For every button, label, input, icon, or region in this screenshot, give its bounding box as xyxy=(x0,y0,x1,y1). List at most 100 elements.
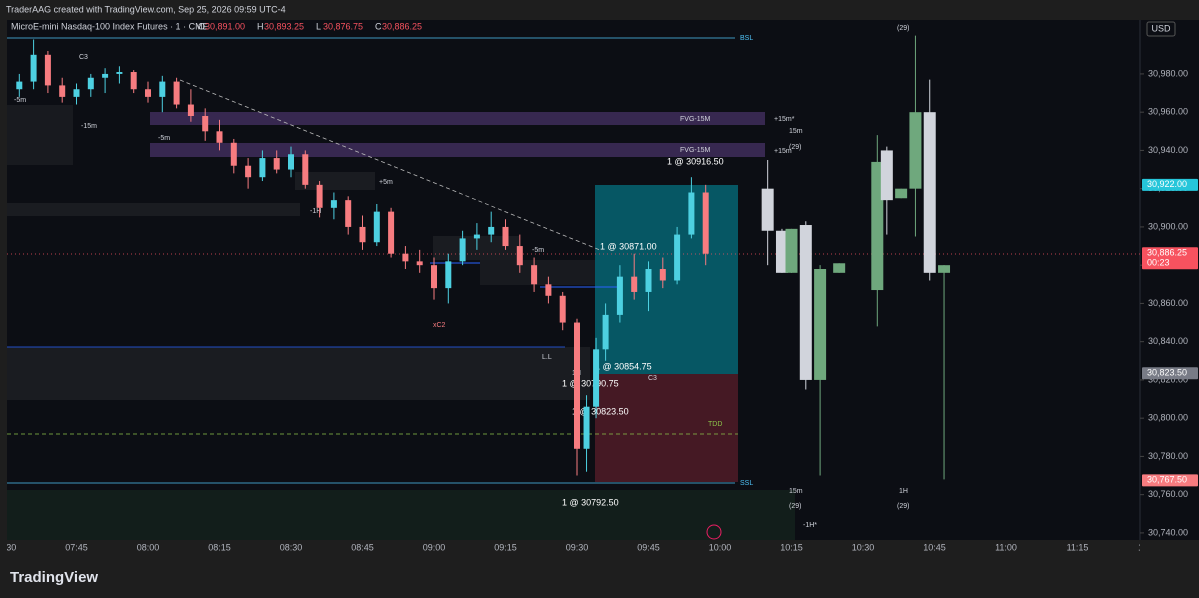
candle-body xyxy=(87,77,94,90)
y-tick-label: 30,760.00 xyxy=(1148,489,1188,499)
candle-body xyxy=(616,276,623,315)
ohlc-key: C xyxy=(375,21,382,31)
candle-body xyxy=(16,81,23,90)
y-tick-label: 30,780.00 xyxy=(1148,451,1188,461)
candle-body xyxy=(545,284,552,296)
zone xyxy=(295,172,375,190)
candle-body xyxy=(659,269,666,281)
currency: USD xyxy=(1151,23,1171,33)
annotation: (29) xyxy=(897,25,909,32)
candle-body xyxy=(145,89,151,97)
x-tick-label: 08:45 xyxy=(351,542,374,552)
candle-body xyxy=(302,154,309,185)
x-tick-label: 10:00 xyxy=(709,542,732,552)
price-marker xyxy=(1142,178,1198,191)
annotation: FVG-15M xyxy=(680,147,711,154)
x-tick-label: 10:15 xyxy=(780,542,803,552)
trade-label: 1 @ 30871.00 xyxy=(600,241,657,251)
candle-body xyxy=(130,72,137,90)
candle-body xyxy=(559,295,566,323)
candle-body xyxy=(359,226,366,243)
x-tick-label: 09:45 xyxy=(637,542,660,552)
x-tick-label: 08:15 xyxy=(208,542,231,552)
trade-label: 1 @ 30792.50 xyxy=(562,497,619,507)
candle-body xyxy=(259,158,266,178)
ohlc-value: 30,893.25 xyxy=(264,21,304,31)
y-tick-label: 30,980.00 xyxy=(1148,68,1188,78)
candle-body xyxy=(445,261,452,289)
zone xyxy=(7,105,73,165)
candle-body xyxy=(345,200,352,227)
candle-body xyxy=(388,211,395,254)
x-tick-label: 08:00 xyxy=(137,542,160,552)
candle-body xyxy=(230,142,237,166)
annotation: -5m xyxy=(14,97,26,104)
ohlc-value: 30,876.75 xyxy=(323,21,363,31)
annotation: L.L xyxy=(542,354,552,361)
candle-body xyxy=(799,225,812,380)
ohlc-key: H xyxy=(257,21,264,31)
annotation: SSL xyxy=(740,480,753,487)
x-tick-label: 11:15 xyxy=(1067,542,1089,552)
candle-body xyxy=(59,85,66,97)
annotation: TDD xyxy=(708,421,722,428)
y-tick-label: 30,940.00 xyxy=(1148,145,1188,155)
annotation: C3 xyxy=(648,375,657,382)
candle-body xyxy=(431,265,437,289)
x-tick-label: 10:45 xyxy=(923,542,946,552)
candle-body xyxy=(631,276,638,292)
plot-bg xyxy=(7,20,1140,540)
candle-body xyxy=(273,158,280,170)
alert-icon[interactable] xyxy=(706,524,722,540)
price-axis-bg xyxy=(1140,20,1199,540)
candle-body xyxy=(785,228,798,273)
ohlc-value: 30,891.00 xyxy=(205,21,245,31)
candle-body xyxy=(602,314,609,350)
candle-body xyxy=(674,234,681,281)
candle-body xyxy=(593,349,600,407)
candle-body xyxy=(245,165,252,178)
candle-body xyxy=(645,269,652,292)
y-tick-label: 30,960.00 xyxy=(1148,107,1188,117)
candle-body xyxy=(402,253,409,262)
price-marker-sub: 00:23 xyxy=(1147,258,1170,268)
candle-body xyxy=(73,89,80,97)
trade-label: 1 @ 30916.50 xyxy=(667,156,724,166)
candle-body xyxy=(531,265,538,285)
x-tick-label: 07:30 xyxy=(0,542,16,552)
annotation: xC2 xyxy=(433,322,446,329)
candle-body xyxy=(159,81,166,97)
symbol: MicroE-mini Nasdaq-100 Index Futures · 1… xyxy=(11,21,209,31)
price-marker-label: 30,767.50 xyxy=(1147,475,1187,485)
fvg-zone xyxy=(150,112,765,125)
price-marker xyxy=(1142,367,1198,380)
annotation: +5m xyxy=(379,179,393,186)
watermark: TraderAAG created with TradingView.com, … xyxy=(6,4,286,14)
price-marker-label: 30,823.50 xyxy=(1147,368,1187,378)
annotation: C3 xyxy=(79,54,88,61)
ohlc-key: O xyxy=(198,21,205,31)
price-marker-label: 30,922.00 xyxy=(1147,179,1187,189)
annotation: 1H xyxy=(899,488,908,495)
currency-box[interactable] xyxy=(1146,21,1176,37)
stop-zone xyxy=(595,374,738,482)
x-tick-label: 08:30 xyxy=(280,542,303,552)
annotation: -5m xyxy=(532,247,544,254)
candle-body xyxy=(583,406,590,449)
candle-body xyxy=(574,322,580,449)
candle-body xyxy=(938,265,951,273)
candle-body xyxy=(44,54,51,86)
x-tick-label: 07:45 xyxy=(65,542,88,552)
candle-body xyxy=(187,104,194,117)
trade-label: 1 @ 30790.75 xyxy=(562,378,619,388)
y-tick-label: 30,860.00 xyxy=(1148,298,1188,308)
candle-body xyxy=(871,161,884,291)
x-tick-label: 11:30 xyxy=(1138,542,1160,552)
trade-label: 1 @ 30854.75 xyxy=(595,361,652,371)
topbar xyxy=(0,0,1199,20)
trade-label: 1 @ 30823.50 xyxy=(572,406,629,416)
price-marker xyxy=(1142,474,1198,487)
candle-body xyxy=(116,72,123,74)
